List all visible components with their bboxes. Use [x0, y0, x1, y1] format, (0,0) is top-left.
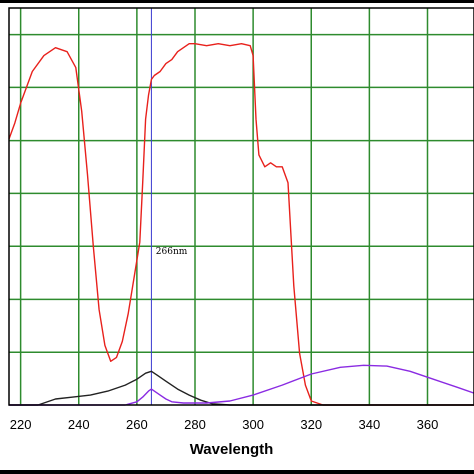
annotation-label: 266nm [156, 247, 188, 257]
x-tick-label: 300 [242, 417, 264, 432]
series-layer [8, 43, 474, 406]
x-tick-label: 340 [359, 417, 381, 432]
series-line-3 [9, 364, 474, 406]
annotation-layer: 266nm [156, 247, 188, 257]
plot-frame [8, 7, 474, 406]
y-gridlines [9, 33, 474, 353]
x-tick-labels: 220 240 260 280 300 320 340 360 [10, 417, 439, 432]
x-tick-label: 220 [10, 417, 32, 432]
x-tick-label: 360 [417, 417, 439, 432]
bottom-border [0, 470, 474, 474]
series-line-1 [8, 43, 474, 406]
series-line-2 [9, 370, 474, 406]
x-gridlines [19, 8, 429, 405]
x-tick-label: 280 [184, 417, 206, 432]
x-tick-label: 260 [126, 417, 148, 432]
x-tick-label: 240 [68, 417, 90, 432]
top-border [0, 0, 474, 3]
x-tick-label: 320 [300, 417, 322, 432]
x-axis-title: Wavelength [190, 441, 274, 458]
